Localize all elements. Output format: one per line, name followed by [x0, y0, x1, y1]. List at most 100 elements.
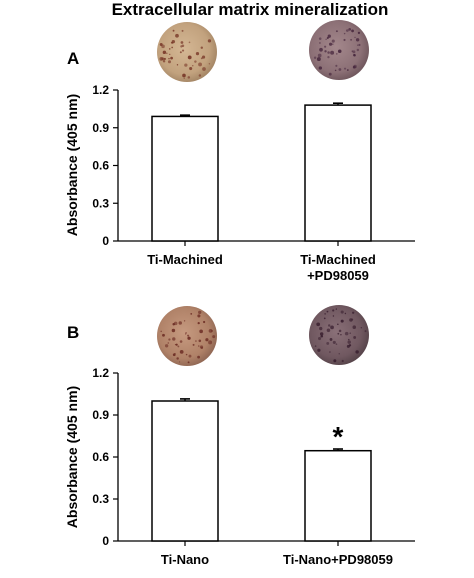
dish-speckle: [338, 329, 342, 333]
y-tick-label: 0.9: [92, 408, 109, 422]
dish-speckle: [317, 53, 322, 58]
dish-speckle: [313, 56, 317, 59]
dish-speckle: [319, 47, 323, 52]
dish-speckle: [159, 57, 164, 61]
dish-speckle: [198, 345, 200, 347]
dish-speckle: [207, 39, 212, 43]
dish-speckles: [314, 308, 367, 363]
dish-speckle: [355, 38, 360, 42]
dish-speckle: [179, 350, 184, 354]
dish-speckle: [338, 68, 342, 71]
dish-speckle: [212, 335, 216, 339]
dish-speckle: [194, 60, 197, 63]
dish-speckle: [187, 336, 191, 340]
dish-speckle: [181, 49, 185, 52]
dish-speckle: [190, 313, 193, 315]
dish-speckle: [331, 39, 335, 43]
dish-speckle: [332, 309, 335, 312]
dish-speckle: [185, 332, 187, 334]
dish-speckle: [319, 332, 324, 336]
dish-speckle: [197, 322, 200, 325]
dish-speckle: [171, 40, 176, 44]
y-tick-label: 1.2: [92, 83, 109, 97]
dish-speckle: [329, 338, 333, 341]
dish-speckle: [326, 341, 330, 345]
dish-speckle: [327, 324, 331, 327]
dish-speckle: [180, 41, 184, 44]
dish-speckle: [318, 66, 323, 70]
dish-speckle: [351, 29, 354, 33]
dish-speckle: [337, 323, 339, 326]
dish-speckle: [324, 45, 327, 48]
dish-speckle: [346, 69, 349, 71]
panel-b: B 0 0.3 0.6 0.9 1.2 Ti-Nano * Ti-Nano+PD98059 A…: [64, 305, 415, 567]
dish-speckle: [172, 337, 176, 341]
dish-speckle: [184, 63, 188, 67]
dish-speckle: [337, 332, 340, 335]
dish-speckle: [163, 57, 166, 61]
dish-speckle: [351, 50, 354, 52]
dish-speckle: [358, 43, 361, 47]
figure-title: Extracellular matrix mineralization: [112, 0, 389, 19]
dish-speckle: [350, 38, 353, 41]
dish-speckle: [202, 67, 206, 71]
dish-speckle: [349, 318, 353, 322]
dish-speckle: [333, 359, 337, 363]
dish-speckle: [327, 51, 330, 54]
dish-speckle: [171, 46, 173, 49]
dish-speckle: [192, 343, 195, 346]
dish-speckle: [178, 361, 181, 363]
significance-marker: *: [333, 421, 344, 452]
dish-speckle: [169, 53, 171, 56]
dish-speckle: [360, 327, 363, 329]
dish-speckle: [334, 69, 337, 72]
dish-speckle: [326, 328, 331, 333]
dish-speckle: [159, 43, 163, 46]
panel-letter-a: A: [67, 49, 79, 68]
dish-speckle: [329, 351, 331, 353]
dish-speckle: [352, 65, 356, 69]
dish-speckle: [336, 53, 338, 55]
dish-speckle: [323, 317, 326, 320]
dish-speckle: [170, 42, 173, 44]
dish-speckle: [356, 48, 360, 52]
dish-speckle: [198, 339, 202, 343]
dish-speckle: [188, 55, 191, 58]
dish-speckle: [185, 353, 188, 356]
dish-speckle: [354, 36, 356, 39]
dish-speckle: [355, 350, 359, 354]
dish-speckle: [211, 330, 213, 332]
dish-speckles: [313, 27, 361, 76]
dish-speckle: [188, 354, 192, 358]
dish-image-ti-nano: [157, 306, 217, 366]
dish-speckle: [325, 38, 327, 41]
dish-speckle: [183, 77, 185, 79]
dish-speckle: [203, 320, 206, 324]
dish-speckle: [320, 334, 324, 338]
dish-speckle: [319, 326, 323, 331]
dish-speckle: [341, 359, 344, 363]
dish-speckle: [330, 50, 335, 55]
dish-speckle: [168, 338, 171, 341]
dish-speckle: [168, 58, 170, 60]
dish-speckle: [327, 56, 330, 59]
y-axis-label-a: Absorbance (405 nm): [64, 94, 80, 236]
y-tick-label: 0.6: [92, 450, 109, 464]
dish-speckle: [192, 65, 194, 67]
dish-speckle: [195, 340, 197, 342]
dish-speckle: [344, 331, 349, 336]
dish-speckle: [187, 361, 190, 364]
dish-speckle: [344, 67, 347, 70]
dish-speckle: [171, 328, 176, 333]
dish-speckle: [348, 27, 352, 31]
dish-speckle: [167, 342, 169, 344]
dish-speckle: [178, 321, 182, 325]
dish-speckle: [208, 63, 211, 65]
dish-speckle: [166, 52, 168, 54]
dish-speckle: [202, 55, 206, 59]
panel-letter-b: B: [67, 323, 79, 342]
bar-a-2: [304, 104, 372, 242]
dish-speckle: [316, 322, 321, 327]
dish-speckles: [160, 310, 216, 364]
